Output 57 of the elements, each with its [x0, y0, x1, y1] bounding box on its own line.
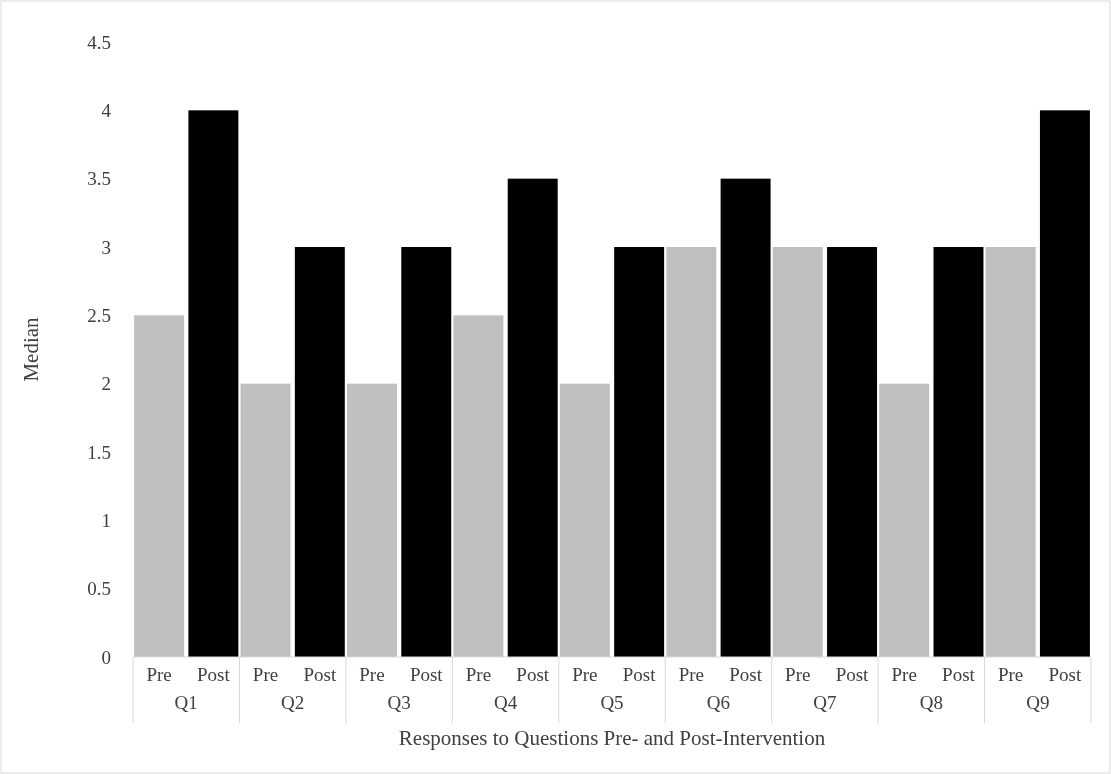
y-tick-label: 1	[101, 509, 111, 531]
x-tick-label: Q6	[706, 692, 731, 713]
bar	[240, 383, 291, 657]
text: Pre	[891, 664, 917, 685]
x-tick-label: Q1	[174, 692, 198, 713]
bar	[614, 247, 665, 657]
x-tick-label: Q8	[919, 692, 943, 713]
bar	[933, 247, 984, 657]
y-tick-label: 3.5	[87, 168, 111, 190]
text: Post	[729, 664, 762, 685]
text: Pre	[997, 664, 1024, 685]
x-axis-title: Responses to Questions Pre- and Post-Intervention	[398, 726, 826, 750]
y-tick-label: 4	[101, 99, 112, 121]
text: Pre	[252, 664, 279, 685]
bar	[346, 383, 397, 657]
x-tick-label: Q4	[493, 692, 518, 713]
x-tick-label: Q9	[1026, 692, 1050, 713]
bar	[666, 247, 717, 657]
bar	[134, 315, 185, 657]
bar	[294, 247, 345, 657]
series-label: Pre	[146, 664, 172, 685]
bar	[507, 178, 558, 657]
bar	[1039, 110, 1090, 657]
text: Post	[409, 664, 443, 685]
bar	[188, 110, 239, 657]
x-tick-label: Q2	[281, 692, 305, 713]
text: Post	[622, 664, 656, 685]
y-tick-label: 2	[101, 373, 111, 395]
bar	[453, 315, 504, 657]
bar	[401, 247, 452, 657]
y-tick-label: 3	[101, 236, 111, 258]
x-tick-label: Q3	[387, 692, 411, 713]
y-tick-label: 1.5	[87, 441, 111, 463]
bar	[879, 383, 930, 657]
text: Post	[516, 664, 550, 685]
text: Post	[942, 664, 975, 685]
series-label: Post	[197, 664, 231, 685]
y-axis-title: Median	[19, 316, 43, 382]
y-tick-label: 2.5	[87, 304, 111, 326]
x-tick-label: Q7	[813, 692, 837, 713]
text: Pre	[572, 664, 598, 685]
x-tick-label: Q5	[600, 692, 624, 713]
text: Post	[835, 664, 869, 685]
y-tick-label: 4.5	[87, 31, 111, 53]
bar	[985, 247, 1036, 657]
text: Post	[1048, 664, 1082, 685]
bar	[720, 178, 771, 657]
bar	[772, 247, 823, 657]
text: Pre	[465, 664, 492, 685]
y-tick-label: 0	[101, 646, 111, 668]
text: Pre	[678, 664, 704, 685]
y-tick-label: 0.5	[87, 578, 111, 600]
bar	[559, 383, 610, 657]
text: Pre	[359, 664, 385, 685]
text: Post	[303, 664, 337, 685]
bar	[827, 247, 878, 657]
text: Pre	[785, 664, 811, 685]
